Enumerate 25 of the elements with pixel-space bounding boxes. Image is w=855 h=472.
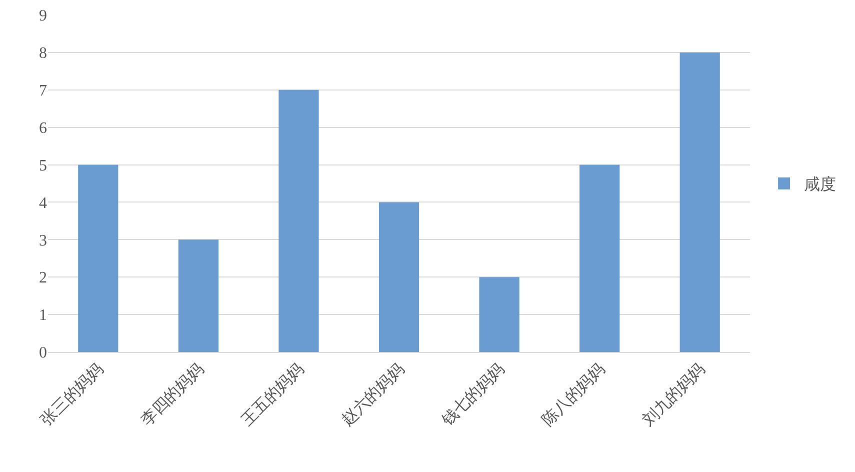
bar — [78, 164, 118, 352]
bar — [278, 90, 319, 352]
bar — [378, 202, 420, 352]
y-tick-label: 3 — [39, 232, 47, 250]
bar — [580, 164, 620, 352]
x-tick-label: 张三的妈妈 — [36, 359, 107, 430]
y-tick-label: 9 — [39, 8, 47, 25]
y-tick-label: 1 — [39, 307, 47, 324]
x-tick-label: 陈八的妈妈 — [538, 359, 608, 430]
x-tick-label: 李四的妈妈 — [136, 359, 207, 430]
y-tick-label: 7 — [39, 82, 47, 100]
y-tick-label: 2 — [39, 270, 47, 287]
x-tick-label: 赵六的妈妈 — [337, 359, 408, 430]
x-tick-label: 刘九的妈妈 — [638, 359, 708, 430]
y-tick-label: 0 — [39, 344, 47, 362]
x-tick-label: 王五的妈妈 — [237, 359, 308, 430]
y-tick-label: 5 — [39, 157, 47, 174]
y-tick-label: 8 — [39, 45, 47, 62]
y-tick-label: 6 — [39, 120, 47, 137]
bar — [479, 277, 520, 352]
legend-label: 咸度 — [804, 174, 836, 194]
y-tick-label: 4 — [39, 194, 47, 212]
bar — [178, 240, 218, 352]
x-tick-label: 钱七的妈妈 — [437, 359, 508, 430]
bar — [680, 52, 720, 352]
